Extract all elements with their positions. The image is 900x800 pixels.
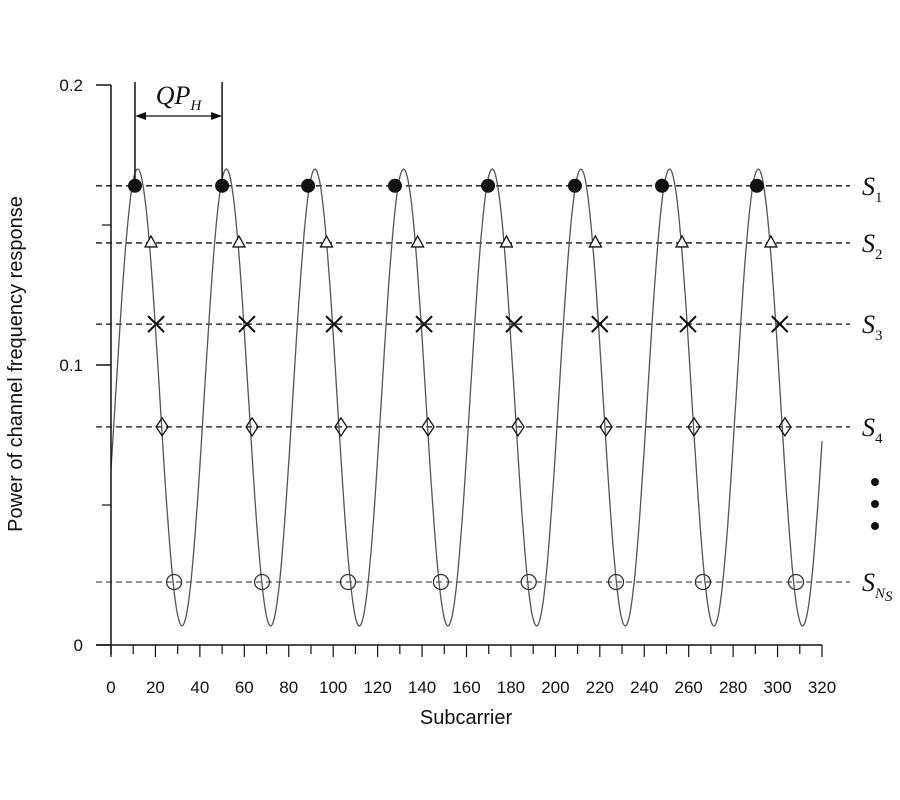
marker-filled-circle [567, 178, 582, 193]
level-label-2: S2 [862, 229, 883, 263]
marker-filled-circle [655, 178, 670, 193]
x-tick-label: 120 [363, 678, 391, 697]
x-tick-label: 60 [235, 678, 254, 697]
level-label-4: S4 [862, 413, 883, 447]
marker-triangle [231, 234, 247, 248]
marker-diamond [334, 416, 348, 438]
level-label-5: SNS [862, 568, 893, 605]
marker-cross [591, 315, 609, 333]
qp-annotation: QPH [134, 81, 223, 186]
x-tick-label: 180 [497, 678, 525, 697]
y-tick-label: 0 [74, 636, 83, 655]
marker-open-circle [787, 573, 805, 591]
marker-open-circle [339, 573, 357, 591]
marker-diamond [687, 416, 701, 438]
x-tick-label: 300 [763, 678, 791, 697]
marker-diamond [778, 416, 792, 438]
marker-triangle [410, 234, 425, 248]
x-tick-label: 320 [808, 678, 836, 697]
marker-cross [147, 315, 165, 333]
marker-cross [415, 315, 433, 333]
x-tick-label: 280 [719, 678, 747, 697]
axes: 0 20 40 60 80 100 120 140 160 180 200 220 240 260 280 3… [59, 76, 836, 697]
x-tick-label: 140 [408, 678, 436, 697]
x-tick-label: 40 [190, 678, 209, 697]
marker-triangle [499, 234, 514, 248]
level-label-3: S3 [862, 310, 883, 344]
markers [127, 178, 805, 591]
marker-cross [505, 315, 523, 333]
marker-cross [771, 315, 789, 333]
marker-open-circle [165, 573, 183, 591]
x-tick-label: 200 [541, 678, 569, 697]
marker-cross [679, 315, 697, 333]
x-tick-label: 0 [106, 678, 115, 697]
x-tick-label: 80 [279, 678, 298, 697]
ellipsis-dot [871, 522, 879, 530]
level-label-1: S1 [862, 172, 883, 206]
marker-open-circle [694, 573, 712, 591]
marker-diamond [155, 416, 169, 438]
marker-triangle [588, 234, 603, 248]
marker-open-circle [607, 573, 625, 591]
marker-triangle [674, 234, 690, 248]
y-axis-label: Power of channel frequency response [5, 196, 27, 532]
qp-label: QPH [156, 81, 203, 114]
marker-cross [238, 315, 256, 333]
x-axis-label: Subcarrier [420, 707, 513, 729]
marker-open-circle [432, 573, 450, 591]
marker-diamond [599, 416, 613, 438]
y-tick-label: 0.2 [59, 76, 83, 95]
marker-diamond [511, 416, 525, 438]
marker-diamond [245, 416, 259, 438]
marker-diamond [421, 416, 435, 438]
marker-triangle [319, 234, 334, 248]
x-tick-label: 260 [675, 678, 703, 697]
marker-filled-circle [749, 178, 764, 193]
marker-open-circle [253, 573, 271, 591]
y-tick-label: 0.1 [59, 356, 83, 375]
ellipsis-dot [871, 478, 879, 486]
marker-filled-circle [387, 178, 402, 193]
x-tick-label: 220 [586, 678, 614, 697]
marker-open-circle [520, 573, 537, 591]
x-tick-label: 240 [630, 678, 658, 697]
channel-response-curve [110, 168, 823, 627]
marker-filled-circle [301, 178, 316, 193]
x-tick-label: 20 [146, 678, 165, 697]
x-tick-label: 160 [452, 678, 480, 697]
marker-triangle [143, 234, 159, 248]
x-tick-label: 100 [319, 678, 347, 697]
marker-triangle [763, 234, 778, 248]
marker-filled-circle [481, 178, 496, 193]
ellipsis-dot [871, 500, 879, 508]
marker-cross [325, 315, 343, 333]
